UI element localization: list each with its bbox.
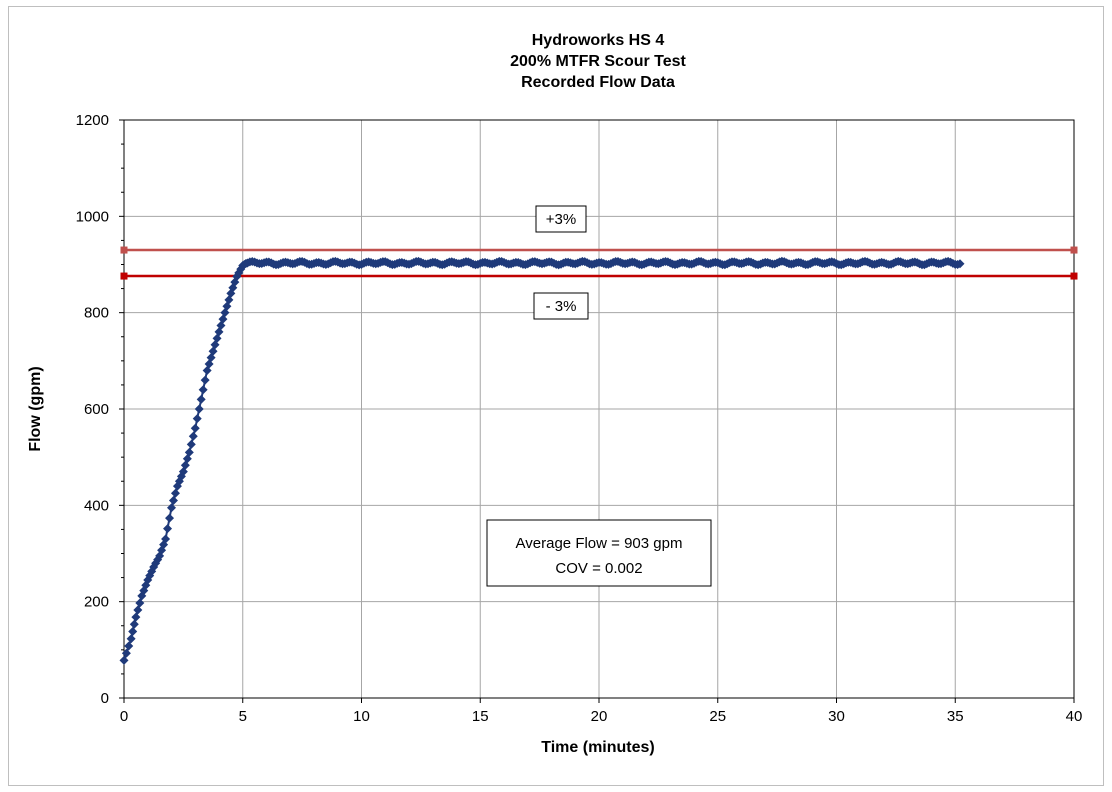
- flow-data-point: [121, 648, 131, 658]
- flow-data-point: [131, 612, 141, 622]
- chart-title-line-2: 200% MTFR Scour Test: [510, 53, 686, 70]
- y-tick-label: 1200: [76, 112, 109, 129]
- flow-data-point: [167, 503, 176, 513]
- flow-data-point: [200, 375, 210, 385]
- x-tick-label: 40: [1066, 708, 1083, 725]
- flow-data-point: [190, 423, 200, 433]
- x-tick-label: 30: [828, 708, 845, 725]
- flow-data-point: [168, 496, 178, 506]
- y-tick-label: 200: [84, 594, 109, 611]
- plus-3-label: +3%: [546, 211, 576, 228]
- flow-data-point: [184, 447, 194, 457]
- flow-data-point: [196, 394, 206, 404]
- flow-data-point: [198, 385, 208, 395]
- flow-data-point: [188, 431, 198, 441]
- annotation-box: [486, 519, 712, 587]
- y-tick-label: 400: [84, 497, 109, 514]
- reference-line-marker: [1070, 272, 1078, 280]
- x-tick-label: 10: [353, 708, 370, 725]
- reference-line-marker: [120, 246, 128, 254]
- x-tick-label: 15: [472, 708, 489, 725]
- x-axis-ticks: 0 5 10 15 20 25 30 35 40: [120, 698, 1083, 725]
- flow-data-point: [128, 627, 138, 637]
- flow-data-point: [163, 524, 173, 534]
- chart-title-line-1: Hydroworks HS 4: [532, 32, 665, 49]
- y-axis-ticks: 0 200 400 600 800 1000 1200: [76, 112, 124, 707]
- flow-data-point: [124, 641, 134, 651]
- flow-data-point: [165, 513, 175, 523]
- flow-data-point: [161, 534, 171, 544]
- y-axis-title: Flow (gpm): [27, 366, 44, 451]
- reference-labels: +3% - 3%: [533, 205, 589, 320]
- flow-data-point: [126, 634, 136, 644]
- x-tick-label: 0: [120, 708, 128, 725]
- flow-data-point: [170, 488, 180, 498]
- reference-line-marker: [1070, 246, 1078, 254]
- flow-data-point: [135, 598, 145, 608]
- plot-border: [123, 119, 1075, 699]
- flow-data-point: [129, 619, 139, 629]
- flow-data-point: [192, 414, 202, 424]
- plus-3-label-box: [535, 205, 587, 233]
- average-flow-annotation: Average Flow = 903 gpm COV = 0.002: [486, 519, 712, 587]
- average-flow-text: Average Flow = 903 gpm: [516, 535, 683, 552]
- x-tick-label: 35: [947, 708, 964, 725]
- y-tick-label: 800: [84, 305, 109, 322]
- chart-title: Hydroworks HS 4 200% MTFR Scour Test Rec…: [510, 32, 686, 91]
- flow-data-point: [119, 655, 129, 665]
- minus-3-label: - 3%: [546, 298, 577, 315]
- x-axis-title: Time (minutes): [541, 739, 655, 756]
- flow-data-point: [955, 259, 965, 269]
- y-tick-label: 0: [101, 690, 109, 707]
- minus-3-label-box: [533, 292, 589, 320]
- x-tick-label: 20: [591, 708, 608, 725]
- flow-data-point: [194, 404, 204, 414]
- y-tick-label: 600: [84, 401, 109, 418]
- reference-line-marker: [120, 272, 128, 280]
- reference-lines: [120, 246, 1078, 280]
- chart-title-line-3: Recorded Flow Data: [521, 74, 675, 91]
- x-tick-label: 25: [709, 708, 726, 725]
- flow-data-point: [133, 605, 143, 615]
- y-tick-label: 1000: [76, 208, 109, 225]
- cov-text: COV = 0.002: [555, 560, 642, 577]
- x-tick-label: 5: [239, 708, 247, 725]
- flow-data-point: [186, 439, 196, 449]
- flow-series: [119, 256, 965, 665]
